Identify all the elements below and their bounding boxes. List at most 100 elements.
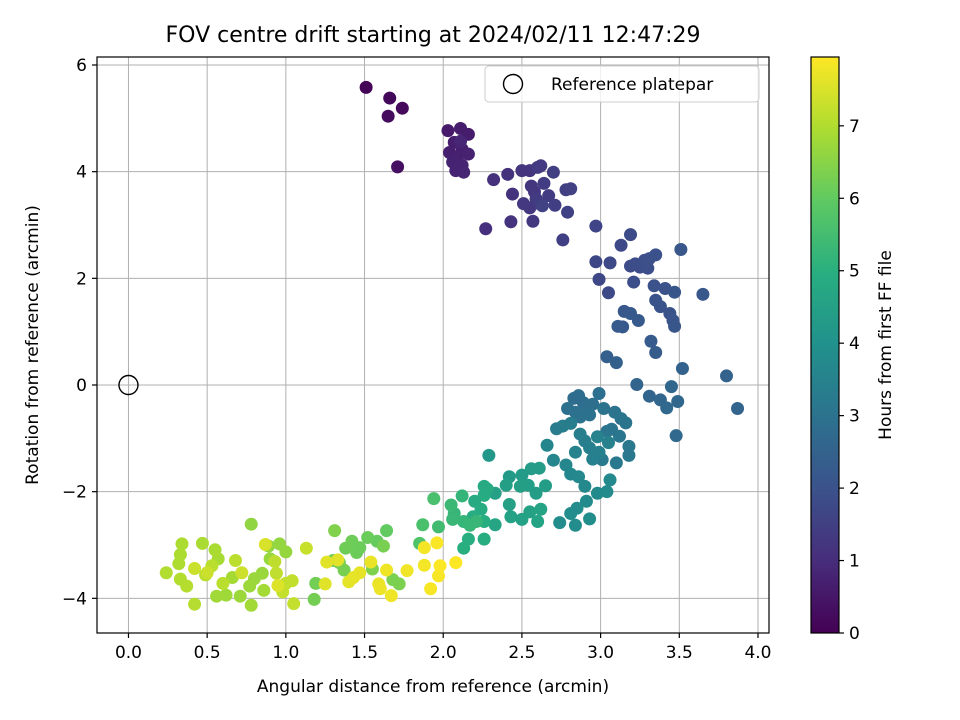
scatter-point xyxy=(668,319,682,333)
scatter-point xyxy=(392,577,406,591)
scatter-point xyxy=(668,285,682,299)
scatter-point xyxy=(361,531,375,545)
scatter-point xyxy=(432,569,446,583)
scatter-point xyxy=(669,429,683,443)
scatter-point xyxy=(546,165,560,179)
colorbar-tick-label: 1 xyxy=(849,552,860,572)
scatter-point xyxy=(287,597,301,611)
scatter-point xyxy=(376,539,390,553)
scatter-point xyxy=(454,134,468,148)
scatter-point xyxy=(258,537,272,551)
scatter-point xyxy=(513,479,527,493)
scatter-point xyxy=(534,502,548,516)
scatter-point xyxy=(619,416,633,430)
scatter-point xyxy=(243,579,257,593)
scatter-point xyxy=(578,479,592,493)
scatter-point xyxy=(504,215,518,229)
scatter-point xyxy=(561,205,575,219)
scatter-point xyxy=(200,566,214,580)
colorbar-label: Hours from first FF file xyxy=(876,250,896,440)
colorbar-tick-label: 0 xyxy=(849,624,860,644)
scatter-point xyxy=(647,279,661,293)
scatter-point xyxy=(603,256,617,270)
scatter-point xyxy=(589,219,603,233)
scatter-point xyxy=(660,401,674,415)
scatter-point xyxy=(219,588,233,602)
y-axis-label: Rotation from reference (arcmin) xyxy=(23,205,43,485)
scatter-point xyxy=(159,566,173,580)
scatter-point xyxy=(216,576,230,590)
scatter-point xyxy=(601,436,615,450)
scatter-point xyxy=(534,159,548,173)
scatter-point xyxy=(487,173,501,187)
legend: Reference platepar xyxy=(484,65,760,103)
legend-marker xyxy=(502,73,524,95)
scatter-point xyxy=(210,589,224,603)
colorbar-tick-label: 2 xyxy=(849,479,860,499)
scatter-point xyxy=(568,518,582,532)
scatter-point xyxy=(499,478,513,492)
scatter-point xyxy=(542,189,556,203)
scatter-point xyxy=(624,228,638,242)
x-tick-label: 1.5 xyxy=(351,643,378,663)
scatter-point xyxy=(622,439,636,453)
scatter-point xyxy=(233,589,247,603)
scatter-point xyxy=(515,468,529,482)
scatter-point xyxy=(328,524,342,538)
scatter-point xyxy=(285,574,299,588)
y-axis-ticks: −4 −2 0 2 4 6 xyxy=(62,56,97,609)
y-tick-label: −4 xyxy=(62,589,87,609)
scatter-point xyxy=(504,510,518,524)
scatter-point xyxy=(675,361,689,375)
x-tick-label: 0.5 xyxy=(194,643,221,663)
scatter-point xyxy=(609,456,623,470)
scatter-point xyxy=(614,238,628,252)
scatter-point xyxy=(641,261,655,275)
scatter-point xyxy=(537,176,551,190)
scatter-point xyxy=(257,583,271,597)
chart-title: FOV centre drift starting at 2024/02/11 … xyxy=(166,23,701,48)
scatter-point xyxy=(720,369,734,383)
colorbar-ticks: 0 1 2 3 4 5 6 7 xyxy=(839,117,860,644)
scatter-point xyxy=(586,452,600,466)
scatter-point xyxy=(501,167,515,181)
scatter-point xyxy=(564,416,578,430)
scatter-point xyxy=(603,473,617,487)
scatter-point xyxy=(318,577,332,591)
scatter-point xyxy=(696,287,710,301)
scatter-point xyxy=(364,555,378,569)
scatter-point xyxy=(477,532,491,546)
scatter-point xyxy=(391,160,405,174)
scatter-point xyxy=(441,124,455,138)
scatter-point xyxy=(556,233,570,247)
scatter-point xyxy=(444,498,458,512)
scatter-point xyxy=(433,559,447,573)
legend-box xyxy=(484,65,760,103)
colorbar: 0 1 2 3 4 5 6 7 Hours from first FF file xyxy=(810,56,896,644)
x-tick-label: 2.0 xyxy=(430,643,457,663)
scatter-point xyxy=(309,576,323,590)
scatter-point xyxy=(583,512,597,526)
scatter-point xyxy=(417,558,431,572)
scatter-point xyxy=(546,453,560,467)
colorbar-tick-label: 7 xyxy=(849,117,860,137)
scatter-point xyxy=(244,598,258,612)
scatter-point xyxy=(446,512,460,526)
scatter-point xyxy=(600,424,614,438)
scatter-point xyxy=(381,109,395,123)
scatter-point xyxy=(469,515,483,529)
x-axis-ticks: 0.0 0.5 1.0 1.5 2.0 2.5 3.0 3.5 4.0 xyxy=(115,633,772,663)
scatter-point xyxy=(553,516,567,530)
scatter-point xyxy=(579,494,593,508)
scatter-point xyxy=(540,438,554,452)
scatter-point xyxy=(548,198,562,212)
colorbar-tick-label: 3 xyxy=(849,407,860,427)
scatter-point xyxy=(455,489,469,503)
colorbar-gradient xyxy=(811,57,839,633)
scatter-point xyxy=(430,536,444,550)
scatter-point xyxy=(424,582,438,596)
scatter-point xyxy=(180,579,194,593)
scatter-point xyxy=(589,255,603,269)
scatter-point xyxy=(172,557,186,571)
data-points xyxy=(118,80,745,612)
